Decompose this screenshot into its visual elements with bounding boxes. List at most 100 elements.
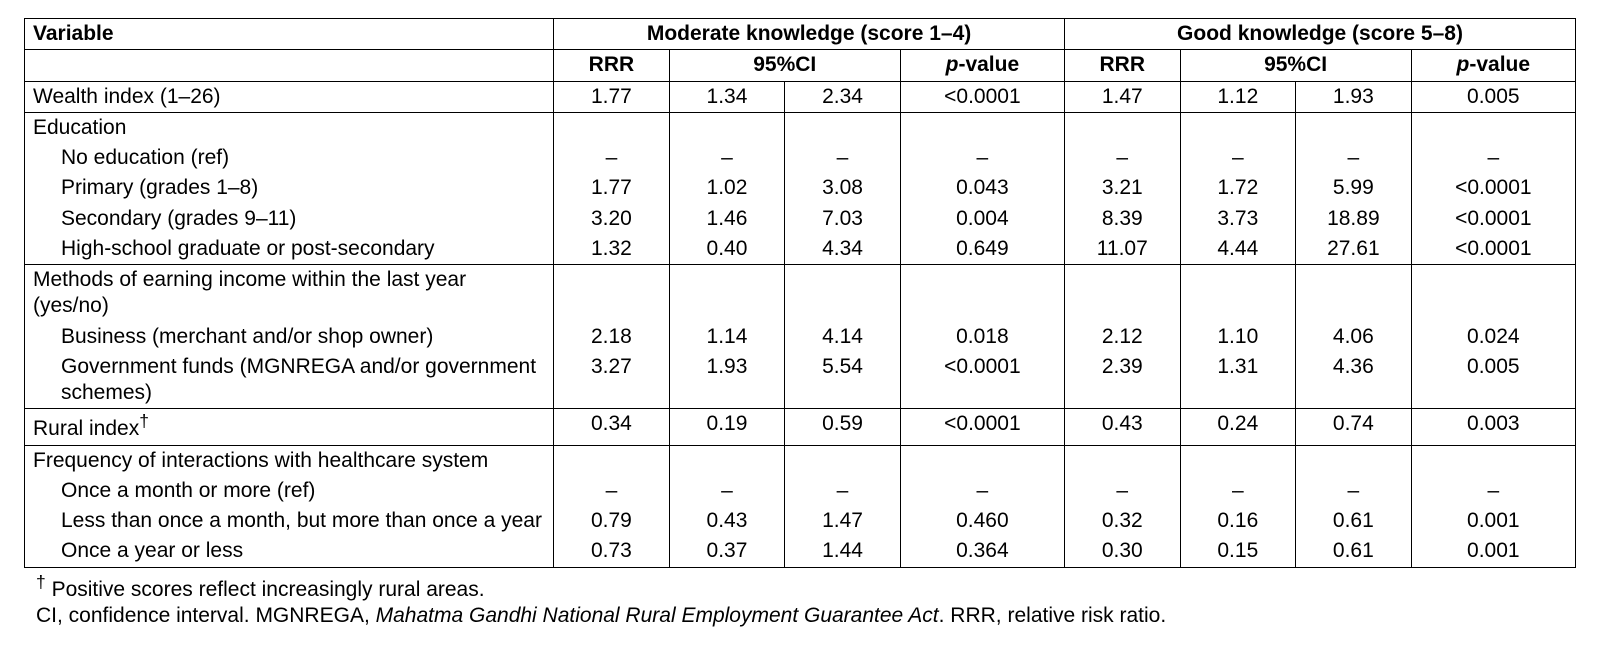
cell: 1.77: [554, 173, 670, 203]
cell: 1.47: [1065, 81, 1181, 112]
cell: –: [1180, 476, 1296, 506]
col-moderate: Moderate knowledge (score 1–4): [554, 19, 1065, 50]
cell: 0.43: [1065, 409, 1181, 445]
cell: 2.18: [554, 322, 670, 352]
cell: 0.19: [669, 409, 785, 445]
col-pvalue: p-value: [1411, 50, 1575, 81]
cell: 0.001: [1411, 536, 1575, 567]
row-healthcare-sub: Once a year or less 0.73 0.37 1.44 0.364…: [25, 536, 1576, 567]
cell: 5.54: [785, 352, 901, 409]
row-income-header: Methods of earning income within the las…: [25, 265, 1576, 322]
label: Secondary (grades 9–11): [33, 206, 545, 232]
label: Education: [25, 112, 554, 143]
cell: 11.07: [1065, 234, 1181, 265]
cell: 0.005: [1411, 352, 1575, 409]
cell: 1.93: [669, 352, 785, 409]
cell: 4.44: [1180, 234, 1296, 265]
cell: 2.39: [1065, 352, 1181, 409]
label: Primary (grades 1–8): [33, 175, 545, 201]
cell: –: [1180, 143, 1296, 173]
cell: 2.12: [1065, 322, 1181, 352]
cell: 0.73: [554, 536, 670, 567]
cell: 0.43: [669, 506, 785, 536]
cell: –: [1296, 476, 1412, 506]
cell: <0.0001: [1411, 173, 1575, 203]
cell: 1.10: [1180, 322, 1296, 352]
cell: 4.36: [1296, 352, 1412, 409]
cell: 27.61: [1296, 234, 1412, 265]
cell: 0.30: [1065, 536, 1181, 567]
cell: 0.024: [1411, 322, 1575, 352]
cell: 0.649: [900, 234, 1064, 265]
cell: 0.043: [900, 173, 1064, 203]
cell: –: [669, 476, 785, 506]
cell: 1.02: [669, 173, 785, 203]
row-education-sub: No education (ref) – – – – – – – –: [25, 143, 1576, 173]
cell: –: [1411, 143, 1575, 173]
cell: 0.61: [1296, 506, 1412, 536]
cell: 4.34: [785, 234, 901, 265]
col-good: Good knowledge (score 5–8): [1065, 19, 1576, 50]
col-pvalue: p-value: [900, 50, 1064, 81]
cell: 3.20: [554, 204, 670, 234]
footnote-abbrev: CI, confidence interval. MGNREGA, Mahatm…: [36, 603, 1576, 629]
col-rrr: RRR: [554, 50, 670, 81]
cell: 0.005: [1411, 81, 1575, 112]
row-income-sub: Government funds (MGNREGA and/or governm…: [25, 352, 1576, 409]
row-healthcare-sub: Less than once a month, but more than on…: [25, 506, 1576, 536]
label: Less than once a month, but more than on…: [33, 508, 545, 534]
cell: 0.364: [900, 536, 1064, 567]
cell: –: [785, 476, 901, 506]
cell: –: [1065, 476, 1181, 506]
label: Business (merchant and/or shop owner): [33, 324, 545, 350]
cell: 0.460: [900, 506, 1064, 536]
row-rural: Rural index† 0.34 0.19 0.59 <0.0001 0.43…: [25, 409, 1576, 445]
row-wealth: Wealth index (1–26) 1.77 1.34 2.34 <0.00…: [25, 81, 1576, 112]
label: Methods of earning income within the las…: [25, 265, 554, 322]
label: Rural index†: [25, 409, 554, 445]
cell: 0.59: [785, 409, 901, 445]
row-healthcare-header: Frequency of interactions with healthcar…: [25, 445, 1576, 476]
cell: –: [669, 143, 785, 173]
row-education-sub: Primary (grades 1–8) 1.77 1.02 3.08 0.04…: [25, 173, 1576, 203]
cell: 1.47: [785, 506, 901, 536]
cell: 7.03: [785, 204, 901, 234]
cell: 0.37: [669, 536, 785, 567]
footnote-dagger: † Positive scores reflect increasingly r…: [36, 572, 1576, 603]
cell: 1.12: [1180, 81, 1296, 112]
cell: –: [1411, 476, 1575, 506]
cell: 0.15: [1180, 536, 1296, 567]
label: No education (ref): [33, 145, 545, 171]
cell: 0.40: [669, 234, 785, 265]
cell: 3.73: [1180, 204, 1296, 234]
cell: 1.46: [669, 204, 785, 234]
cell: 1.34: [669, 81, 785, 112]
cell: 0.001: [1411, 506, 1575, 536]
cell: 1.32: [554, 234, 670, 265]
row-education-sub: Secondary (grades 9–11) 3.20 1.46 7.03 0…: [25, 204, 1576, 234]
cell: 18.89: [1296, 204, 1412, 234]
cell: –: [1065, 143, 1181, 173]
label: Once a year or less: [33, 538, 545, 564]
cell: 1.14: [669, 322, 785, 352]
cell: –: [1296, 143, 1412, 173]
cell: 4.14: [785, 322, 901, 352]
header-row-2: RRR 95%CI p-value RRR 95%CI p-value: [25, 50, 1576, 81]
cell: 0.74: [1296, 409, 1412, 445]
col-ci: 95%CI: [669, 50, 900, 81]
cell: <0.0001: [900, 352, 1064, 409]
cell: <0.0001: [1411, 204, 1575, 234]
footnotes: † Positive scores reflect increasingly r…: [24, 572, 1576, 630]
cell: 0.34: [554, 409, 670, 445]
label: Wealth index (1–26): [25, 81, 554, 112]
cell: –: [554, 143, 670, 173]
row-education-header: Education: [25, 112, 1576, 143]
row-income-sub: Business (merchant and/or shop owner) 2.…: [25, 322, 1576, 352]
cell: –: [554, 476, 670, 506]
cell: 3.27: [554, 352, 670, 409]
cell: 1.93: [1296, 81, 1412, 112]
cell: 1.77: [554, 81, 670, 112]
cell: 0.003: [1411, 409, 1575, 445]
cell: <0.0001: [900, 409, 1064, 445]
cell: –: [900, 143, 1064, 173]
